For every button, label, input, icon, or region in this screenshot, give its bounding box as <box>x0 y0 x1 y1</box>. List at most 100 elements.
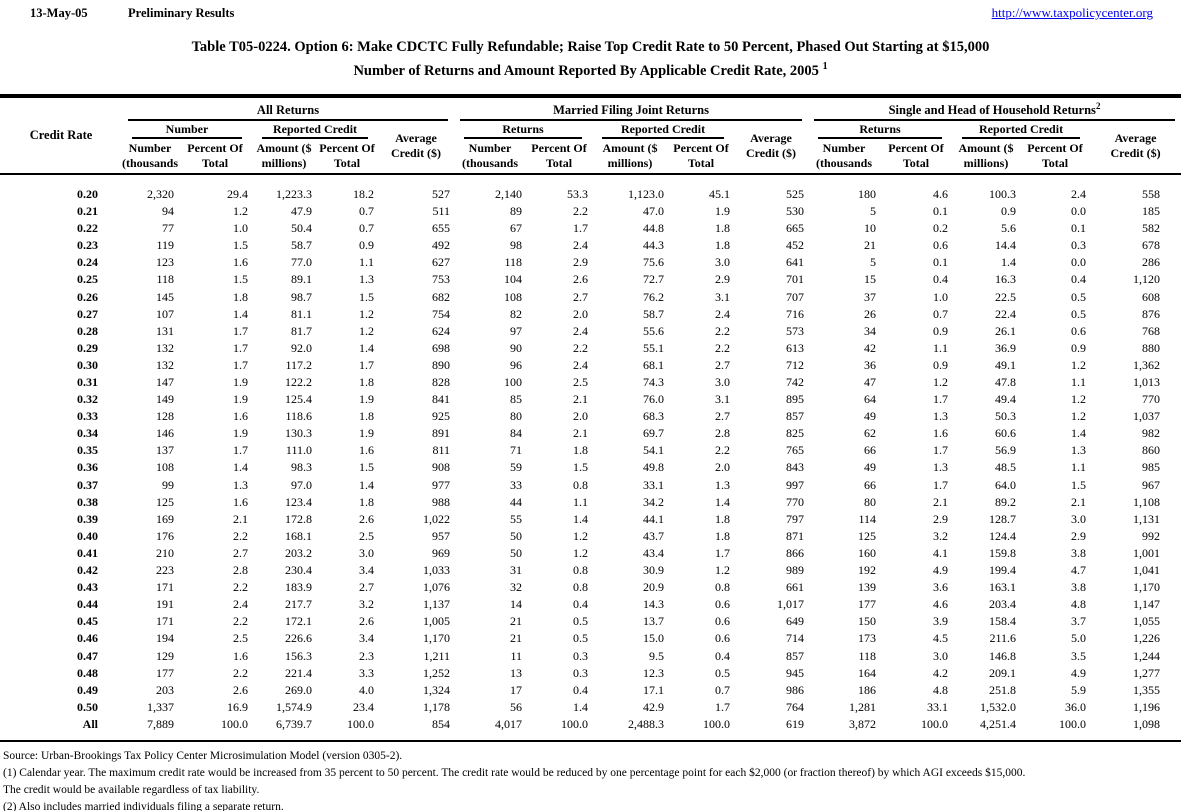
single-number-cell: 186 <box>858 682 877 697</box>
single-percent-cell: 1.7 <box>933 392 949 407</box>
mfj-amount-cell: 76.0 <box>643 392 665 407</box>
single-number-cell: 66 <box>864 443 877 458</box>
mfj-credit-percent-cell: 0.7 <box>715 682 731 697</box>
single-amount-cell: 1.4 <box>1001 255 1017 270</box>
all-number-cell: 137 <box>156 443 174 458</box>
single-credit-percent-cell: 3.5 <box>1071 648 1087 663</box>
mfj-percent-cell: 2.6 <box>573 272 589 287</box>
single-number-cell: 180 <box>858 186 877 201</box>
mfj-number-cell: 89 <box>510 204 523 219</box>
header-single-credit-percent-of-total: Percent Of Total <box>1020 138 1091 175</box>
table-title-line2-text: Number of Returns and Amount Reported By… <box>353 62 819 79</box>
single-number-cell: 15 <box>864 272 877 287</box>
single-amount-cell: 60.6 <box>995 426 1017 441</box>
single-number-cell: 62 <box>864 426 877 441</box>
single-average-credit-cell: 1,001 <box>1133 545 1161 560</box>
mfj-percent-cell: 1.7 <box>573 221 589 236</box>
credit-rate-cell: 0.26 <box>77 289 98 304</box>
mfj-percent-cell: 2.2 <box>573 204 589 219</box>
all-number-cell: 177 <box>156 665 174 680</box>
single-number-cell: 3,872 <box>849 716 877 731</box>
single-amount-cell: 203.4 <box>989 597 1017 612</box>
all-average-credit-cell: 811 <box>432 443 451 458</box>
mfj-percent-cell: 1.2 <box>573 528 589 543</box>
taxpolicycenter-link[interactable]: http://www.taxpolicycenter.org <box>991 5 1153 20</box>
all-amount-cell: 58.7 <box>291 238 312 253</box>
all-number-cell: 132 <box>156 357 174 372</box>
mfj-percent-cell: 0.3 <box>573 648 589 663</box>
credit-rate-cell: 0.32 <box>77 392 98 407</box>
all-number-cell: 1,337 <box>147 699 174 714</box>
single-number-cell: 177 <box>858 597 877 612</box>
table-row: 0.41 210 2.7 203.2 3.0 969 50 1.2 43.4 1… <box>0 545 1181 562</box>
mfj-amount-cell: 44.3 <box>643 238 665 253</box>
all-amount-cell: 183.9 <box>285 580 312 595</box>
single-percent-cell: 2.9 <box>933 511 949 526</box>
header-single-average-credit: Average Credit ($) <box>1090 120 1181 175</box>
mfj-credit-percent-cell: 1.8 <box>715 221 731 236</box>
single-average-credit-cell: 992 <box>1142 528 1161 543</box>
mfj-number-cell: 44 <box>510 494 523 509</box>
mfj-number-cell: 108 <box>504 289 523 304</box>
table-row: 0.36 108 1.4 98.3 1.5 908 59 1.5 49.8 2.… <box>0 459 1181 476</box>
all-number-cell: 191 <box>156 597 174 612</box>
header-all-credit-percent-of-total: Percent Of Total <box>316 138 378 175</box>
single-number-cell: 114 <box>858 511 877 526</box>
mfj-number-cell: 33 <box>510 477 523 492</box>
all-percent-cell: 1.7 <box>233 357 248 372</box>
single-number-cell: 80 <box>864 494 877 509</box>
single-amount-cell: 22.5 <box>995 289 1017 304</box>
mfj-number-cell: 17 <box>510 682 523 697</box>
table-title-line1: Table T05-0224. Option 6: Make CDCTC Ful… <box>191 39 990 55</box>
single-percent-cell: 1.2 <box>933 375 949 390</box>
all-amount-cell: 130.3 <box>285 426 312 441</box>
mfj-number-cell: 59 <box>510 460 523 475</box>
mfj-number-cell: 97 <box>510 323 523 338</box>
all-percent-cell: 1.7 <box>233 340 248 355</box>
credit-rate-cell: 0.27 <box>77 306 98 321</box>
all-number-cell: 129 <box>156 648 174 663</box>
mfj-amount-cell: 2,488.3 <box>628 716 665 731</box>
table-row: 0.30 132 1.7 117.2 1.7 890 96 2.4 68.1 2… <box>0 357 1181 374</box>
credit-rate-cell: 0.47 <box>77 648 98 663</box>
table-title-footnote-marker: 1 <box>822 61 828 72</box>
all-credit-percent-cell: 1.4 <box>359 477 374 492</box>
mfj-amount-cell: 58.7 <box>643 306 665 321</box>
mfj-average-credit-cell: 641 <box>786 255 805 270</box>
single-amount-cell: 209.1 <box>989 665 1017 680</box>
mfj-percent-cell: 2.1 <box>573 392 589 407</box>
single-percent-cell: 1.3 <box>933 409 949 424</box>
all-amount-cell: 89.1 <box>291 272 312 287</box>
mfj-average-credit-cell: 649 <box>786 614 805 629</box>
mfj-number-cell: 50 <box>510 545 523 560</box>
mfj-percent-cell: 0.8 <box>573 477 589 492</box>
single-percent-cell: 1.0 <box>933 289 949 304</box>
all-number-cell: 107 <box>156 306 174 321</box>
credit-rate-cell: 0.43 <box>77 580 98 595</box>
mfj-number-cell: 56 <box>510 699 523 714</box>
all-credit-percent-cell: 1.4 <box>359 340 374 355</box>
single-amount-cell: 146.8 <box>989 648 1017 663</box>
header-all-average-credit: Average Credit ($) <box>378 120 455 175</box>
mfj-number-cell: 118 <box>504 255 523 270</box>
single-percent-cell: 100.0 <box>921 716 949 731</box>
all-average-credit-cell: 969 <box>432 545 451 560</box>
mfj-average-credit-cell: 770 <box>786 494 805 509</box>
table-title: Table T05-0224. Option 6: Make CDCTC Ful… <box>0 37 1181 81</box>
single-average-credit-cell: 1,108 <box>1133 494 1161 509</box>
group-label-single-hoh: Single and Head of Household Returns <box>888 102 1096 117</box>
all-number-cell: 108 <box>156 460 174 475</box>
all-number-cell: 210 <box>156 545 174 560</box>
single-number-cell: 5 <box>870 204 877 219</box>
mfj-average-credit-cell: 613 <box>786 340 805 355</box>
mfj-percent-cell: 0.8 <box>573 580 589 595</box>
single-percent-cell: 1.3 <box>933 460 949 475</box>
single-average-credit-cell: 582 <box>1142 221 1161 236</box>
single-amount-cell: 163.1 <box>989 580 1017 595</box>
credit-rate-cell: 0.25 <box>77 272 98 287</box>
single-average-credit-cell: 768 <box>1142 323 1161 338</box>
mfj-amount-cell: 44.1 <box>643 511 665 526</box>
header-mfj-number-thousands: Number (thousands <box>454 138 527 175</box>
mfj-credit-percent-cell: 3.0 <box>715 375 731 390</box>
